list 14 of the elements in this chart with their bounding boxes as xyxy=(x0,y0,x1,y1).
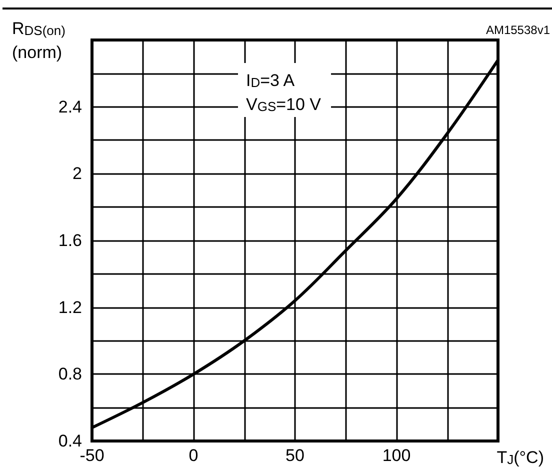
y-axis-title: RDS(on) (norm) xyxy=(12,19,66,62)
x-tick-label: -50 xyxy=(80,446,104,465)
y-tick-label: 0.4 xyxy=(58,432,82,450)
x-tick-label: 100 xyxy=(382,446,411,465)
y-tick-label: 2.4 xyxy=(58,97,82,116)
y-tick-label: 2 xyxy=(72,164,82,184)
text: AM15538v1 xyxy=(486,23,550,37)
y-tick-label: 1.6 xyxy=(58,231,82,250)
y-tick-label: 0.8 xyxy=(58,364,82,384)
y-tick-label: 1.2 xyxy=(58,298,82,317)
x-tick-label: 50 xyxy=(286,446,304,465)
annotation: ID=3 A VGS=10 V xyxy=(246,71,322,114)
x-axis-title: TJ(°C) xyxy=(496,448,544,467)
x-tick-label: 0 xyxy=(188,446,198,465)
